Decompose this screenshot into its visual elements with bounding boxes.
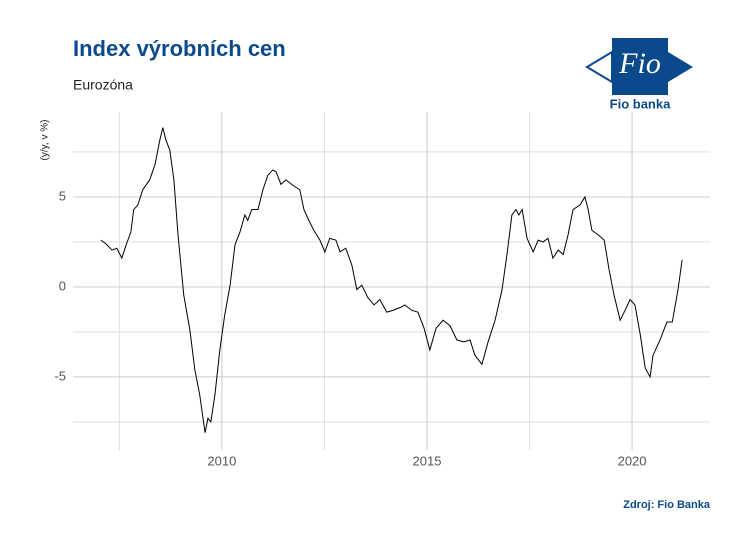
- x-tick-label: 2015: [413, 453, 442, 468]
- y-tick-label: 5: [59, 188, 66, 203]
- logo: Fio Fio banka: [585, 38, 693, 111]
- x-tick-label: 2020: [618, 453, 647, 468]
- y-tick-label: -5: [54, 368, 66, 383]
- chart-subtitle: Eurozóna: [73, 77, 133, 93]
- logo-box: [612, 38, 668, 95]
- x-tick-label: 2010: [207, 453, 236, 468]
- y-tick-label: 0: [59, 278, 66, 293]
- y-axis-label: (y/y, v %): [40, 120, 51, 161]
- caption: Zdroj: Fio Banka: [623, 499, 711, 511]
- logo-mark: Fio: [618, 47, 661, 80]
- logo-wing: [585, 50, 613, 84]
- data-line: [100, 127, 683, 433]
- logo-name: Fio banka: [610, 96, 671, 111]
- chart-title: Index výrobních cen: [73, 36, 286, 61]
- logo-wing: [668, 52, 693, 82]
